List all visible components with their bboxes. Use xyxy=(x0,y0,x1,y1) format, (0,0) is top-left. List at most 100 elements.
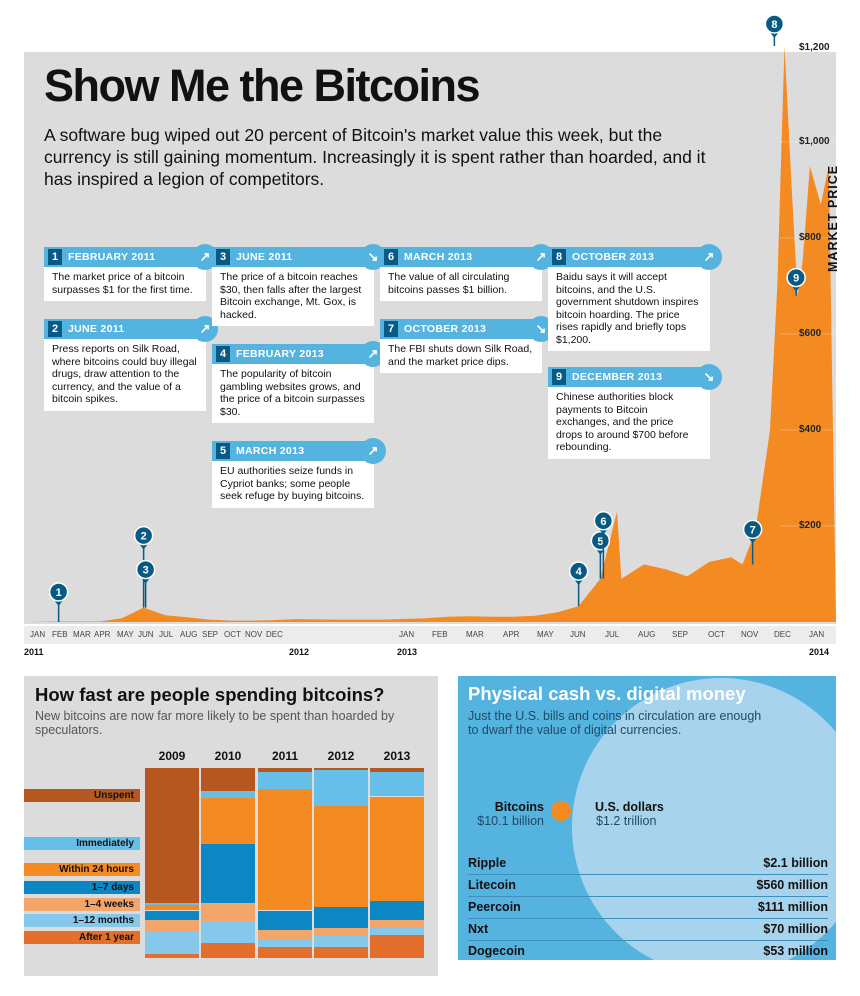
x-month-label: MAR xyxy=(73,630,91,639)
callout-number: 5 xyxy=(216,443,230,459)
bar-segment xyxy=(370,920,424,928)
callout-2: 2 JUNE 2011 Press reports on Silk Road, w… xyxy=(44,316,218,411)
x-month-label: APR xyxy=(503,630,520,639)
y-tick-label: $400 xyxy=(799,424,822,435)
callout-number: 2 xyxy=(48,321,62,337)
bar-segment xyxy=(258,929,312,939)
callout-5: 5 MARCH 2013 EU authorities seize funds i… xyxy=(212,438,386,508)
callout-date: OCTOBER 2013 xyxy=(572,251,655,263)
svg-text:4: 4 xyxy=(576,566,583,578)
x-month-label: APR xyxy=(94,630,111,639)
currency-name: Ripple xyxy=(468,856,507,870)
svg-text:9: 9 xyxy=(793,273,799,285)
svg-text:5: 5 xyxy=(597,536,603,548)
bar-segment xyxy=(314,946,368,958)
bar-segment xyxy=(370,927,424,936)
x-month-label: JUL xyxy=(605,630,620,639)
callout-text: The market price of a bitcoin surpasses … xyxy=(44,267,206,301)
callout-date: MARCH 2013 xyxy=(236,445,305,457)
x-year-label: 2011 xyxy=(24,647,44,657)
x-month-label: MAR xyxy=(466,630,484,639)
bar-segment xyxy=(314,906,368,928)
bar-segment xyxy=(201,844,255,903)
year-header: 2012 xyxy=(327,749,355,763)
category-label: Immediately xyxy=(24,837,140,850)
svg-text:6: 6 xyxy=(600,516,606,528)
panel-bottom-mask xyxy=(458,960,858,996)
x-year-label: 2014 xyxy=(809,647,830,657)
currency-name: Peercoin xyxy=(468,900,521,914)
category-label: 1–4 weeks xyxy=(24,898,140,911)
currency-value: $560 million xyxy=(756,878,828,892)
trend-up-icon: ↗ xyxy=(696,244,722,270)
bitcoin-label: Bitcoins xyxy=(494,800,544,814)
x-month-label: DEC xyxy=(266,630,283,639)
currency-value: $2.1 billion xyxy=(763,856,828,870)
bar-segment xyxy=(201,942,255,958)
year-header: 2009 xyxy=(158,749,186,763)
x-month-label: OCT xyxy=(708,630,725,639)
bar-segment xyxy=(370,796,424,901)
callout-8: 8 OCTOBER 2013 Baidu says it will accept … xyxy=(548,244,722,351)
bar-segment xyxy=(314,806,368,907)
bar-segment xyxy=(258,939,312,947)
callout-text: The FBI shuts down Silk Road, and the ma… xyxy=(380,339,542,373)
bar-segment xyxy=(145,768,199,903)
callout-date: JUNE 2011 xyxy=(236,251,293,263)
y-tick-label: $1,000 xyxy=(799,136,830,147)
x-month-label: SEP xyxy=(672,630,689,639)
callout-text: Chinese authorities block payments to Bi… xyxy=(548,387,710,459)
trend-up-icon: ↗ xyxy=(360,438,386,464)
bar-segment xyxy=(201,768,255,791)
x-month-label: JAN xyxy=(30,630,46,639)
bar-segment xyxy=(145,904,199,911)
bar-segment xyxy=(258,768,312,772)
bar-segment xyxy=(201,790,255,799)
year-header: 2011 xyxy=(271,749,299,763)
bitcoin-circle xyxy=(551,801,571,821)
currency-name: Dogecoin xyxy=(468,944,525,958)
marker-7: 7 xyxy=(742,519,763,565)
bar-segment xyxy=(145,910,199,920)
currency-value: $111 million xyxy=(757,900,828,914)
x-month-label: SEP xyxy=(202,630,219,639)
usd-value: $1.2 trillion xyxy=(596,814,657,828)
usd-circle xyxy=(572,678,860,976)
callout-text: The price of a bitcoin reaches $30, then… xyxy=(212,267,374,326)
y-tick-label: $800 xyxy=(799,232,822,243)
bar-segment xyxy=(258,910,312,930)
callout-date: OCTOBER 2013 xyxy=(404,323,487,335)
category-label: 1–12 months xyxy=(24,914,140,927)
y-tick-label: $200 xyxy=(799,520,822,531)
x-month-label: AUG xyxy=(180,630,198,639)
usd-label: U.S. dollars xyxy=(595,800,664,814)
x-month-label: OCT xyxy=(224,630,241,639)
callout-number: 8 xyxy=(552,249,566,265)
callout-text: Baidu says it will accept bitcoins, and … xyxy=(548,267,710,351)
callout-6: 6 MARCH 2013 The value of all circulating… xyxy=(380,244,554,301)
x-year-label: 2012 xyxy=(289,647,310,657)
bar-segment xyxy=(145,920,199,932)
marker-9: 9 xyxy=(786,267,806,296)
callout-4: 4 FEBRUARY 2013 The popularity of bitcoin… xyxy=(212,341,386,423)
currency-name: Nxt xyxy=(468,922,489,936)
cash-subtitle: Just the U.S. bills and coins in circula… xyxy=(468,709,762,737)
x-month-label: FEB xyxy=(52,630,68,639)
marker-6: 6 xyxy=(593,511,614,579)
callout-text: The value of all circulating bitcoins pa… xyxy=(380,267,542,301)
bar-segment xyxy=(201,902,255,922)
x-year-label: 2013 xyxy=(397,647,418,657)
bar-segment xyxy=(258,788,312,911)
svg-text:1: 1 xyxy=(56,587,62,599)
currency-row: Peercoin $111 million xyxy=(468,896,828,919)
category-label: After 1 year xyxy=(24,931,140,944)
marker-8: 8 xyxy=(764,14,785,46)
callout-number: 6 xyxy=(384,249,398,265)
bar-segment xyxy=(145,902,199,905)
bar-segment xyxy=(370,771,424,797)
cash-title: Physical cash vs. digital money xyxy=(468,683,746,704)
currency-value: $70 million xyxy=(763,922,828,936)
x-month-label: DEC xyxy=(774,630,791,639)
bar-segment xyxy=(370,935,424,958)
callout-date: FEBRUARY 2011 xyxy=(68,251,156,263)
